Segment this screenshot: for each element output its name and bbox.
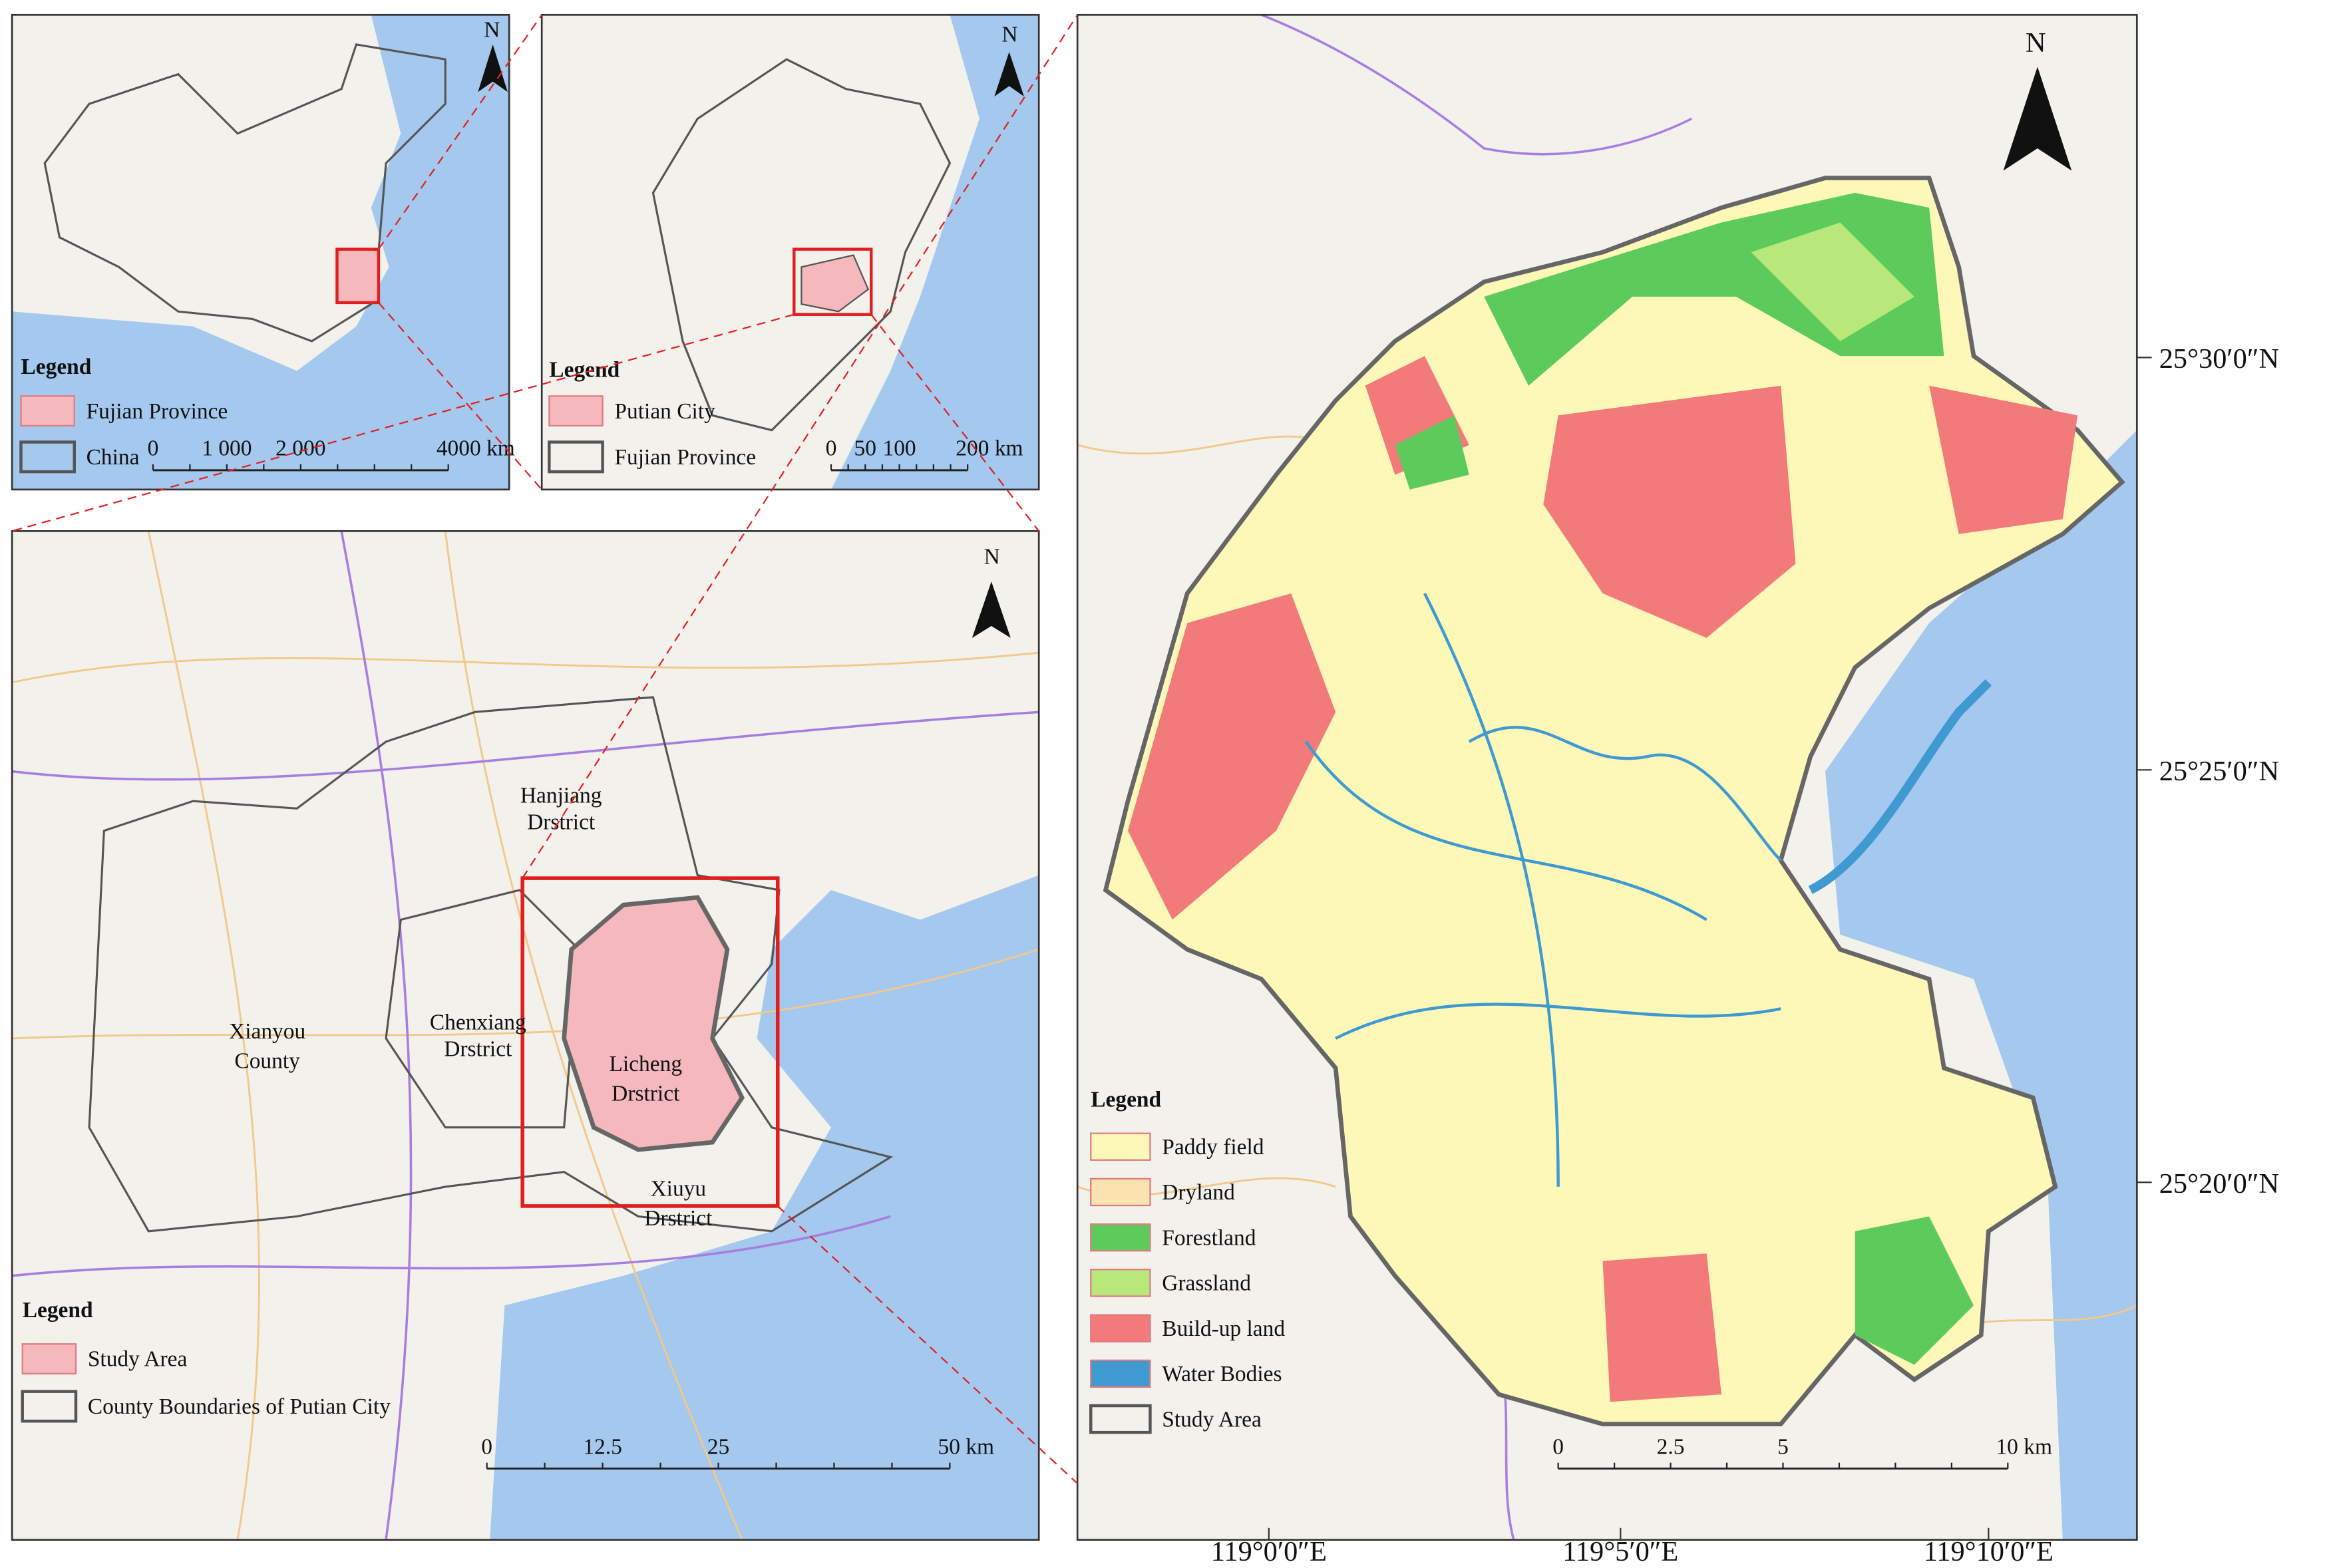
latitude-label: 25°20′0″N <box>2159 1168 2279 1199</box>
legend-swatch <box>1090 1269 1151 1297</box>
scale-label: 100 <box>883 436 916 461</box>
scale-bar: 0 1 000 2 000 4000 km <box>148 436 515 472</box>
north-arrow <box>972 581 1011 638</box>
longitude-label: 119°0′0″E <box>1211 1536 1327 1567</box>
legend-swatch <box>548 395 604 427</box>
legend-swatch <box>1090 1223 1151 1252</box>
legend-label: Paddy field <box>1162 1135 1264 1160</box>
latitude-label: 25°25′0″N <box>2159 756 2279 787</box>
scale-label: 0 <box>148 436 159 461</box>
place-label: Xiuyu <box>651 1176 707 1201</box>
scale-label: 12.5 <box>583 1434 622 1459</box>
legend-label: Forestland <box>1162 1225 1256 1250</box>
legend-swatch <box>1089 1404 1152 1434</box>
legend-label: Study Area <box>88 1347 188 1372</box>
legend-swatch <box>21 1390 78 1423</box>
place-label: Licheng <box>609 1052 682 1076</box>
scale-label: 4000 km <box>437 436 515 461</box>
place-label: Chenxiang <box>430 1011 526 1035</box>
legend-title: Legend <box>23 1298 93 1323</box>
place-label: County <box>234 1049 300 1074</box>
legend: Study Area County Boundaries of Putian Ci… <box>21 1343 391 1423</box>
legend-swatch <box>548 440 604 474</box>
panel-frame <box>11 13 510 491</box>
legend-label: Build-up land <box>1162 1317 1285 1341</box>
legend-label: Fujian Province <box>614 445 756 470</box>
scale-label: 50 km <box>938 1434 995 1459</box>
place-label: Drstrict <box>444 1037 512 1062</box>
north-label: N <box>1001 22 1017 47</box>
scale-label: 5 <box>1777 1434 1789 1459</box>
north-label: N <box>484 18 500 43</box>
latitude-label: 25°30′0″N <box>2159 343 2279 375</box>
place-label: Drstrict <box>527 810 596 835</box>
longitude-label: 119°5′0″E <box>1562 1536 1678 1567</box>
longitude-label: 119°10′0″E <box>1924 1536 2054 1567</box>
legend-title: Legend <box>1091 1088 1161 1112</box>
north-label: N <box>2026 27 2046 59</box>
legend-title: Legend <box>21 355 91 379</box>
legend-swatch <box>20 395 75 427</box>
scale-label: 1 000 <box>202 436 252 461</box>
legend-label: China <box>87 445 140 470</box>
legend-label: Grassland <box>1162 1271 1251 1296</box>
scale-label: 200 km <box>956 436 1023 461</box>
legend: Putian City Fujian Province <box>548 395 756 474</box>
legend-swatch <box>1090 1314 1151 1342</box>
fujian-map <box>542 15 1039 490</box>
north-arrow <box>994 52 1024 96</box>
scale-bar: 0 50 100 200 km <box>826 436 1023 472</box>
scale-label: 0 <box>481 1434 492 1459</box>
legend-label: Fujian Province <box>87 399 228 424</box>
scale-label: 25 <box>707 1434 729 1459</box>
place-label: Drstrict <box>612 1082 680 1106</box>
legend-swatch <box>1090 1177 1151 1207</box>
scale-label: 50 <box>854 436 876 461</box>
scale-bar: 0 2.5 5 10 km <box>1552 1434 2052 1470</box>
scale-label: 0 <box>1552 1434 1564 1459</box>
legend-label: Dryland <box>1162 1180 1235 1205</box>
place-label: Hanjiang <box>520 783 602 808</box>
north-arrow <box>478 44 508 92</box>
china-map <box>12 15 510 490</box>
scale-bar: 0 12.5 25 50 km <box>481 1434 995 1470</box>
north-label: N <box>984 544 1000 569</box>
panel-frame <box>1076 13 2138 1541</box>
north-arrow <box>2003 67 2072 171</box>
legend-label: Water Bodies <box>1162 1362 1282 1386</box>
legend-swatch <box>21 1343 77 1374</box>
place-label: Xianyou <box>229 1019 305 1044</box>
scale-label: 2.5 <box>1657 1434 1685 1459</box>
longitude-labels: 119°0′0″E 119°5′0″E 119°10′0″E <box>1211 1527 2054 1567</box>
scale-label: 2 000 <box>275 436 325 461</box>
panel-frame <box>11 530 1040 1541</box>
connector <box>11 14 1079 1484</box>
legend-title: Legend <box>549 357 620 382</box>
legend-swatch <box>1090 1132 1151 1161</box>
landuse-map <box>1077 15 2137 1540</box>
legend-label: County Boundaries of Putian City <box>88 1394 391 1419</box>
latitude-labels: 25°30′0″N 25°25′0″N 25°20′0″N <box>2137 343 2279 1199</box>
place-label: Drstrict <box>644 1206 713 1231</box>
legend-label: Putian City <box>614 399 715 424</box>
legend: Fujian Province China <box>19 395 228 474</box>
legend-swatch <box>1090 1359 1151 1388</box>
legend: Paddy field Dryland Forestland Grassland Bui… <box>1089 1132 1285 1434</box>
scale-label: 10 km <box>1996 1434 2052 1459</box>
scale-label: 0 <box>826 436 837 461</box>
putian-map <box>12 531 1039 1540</box>
legend-swatch <box>19 440 76 474</box>
legend-label: Study Area <box>1162 1407 1262 1432</box>
panel-frame <box>540 13 1040 491</box>
